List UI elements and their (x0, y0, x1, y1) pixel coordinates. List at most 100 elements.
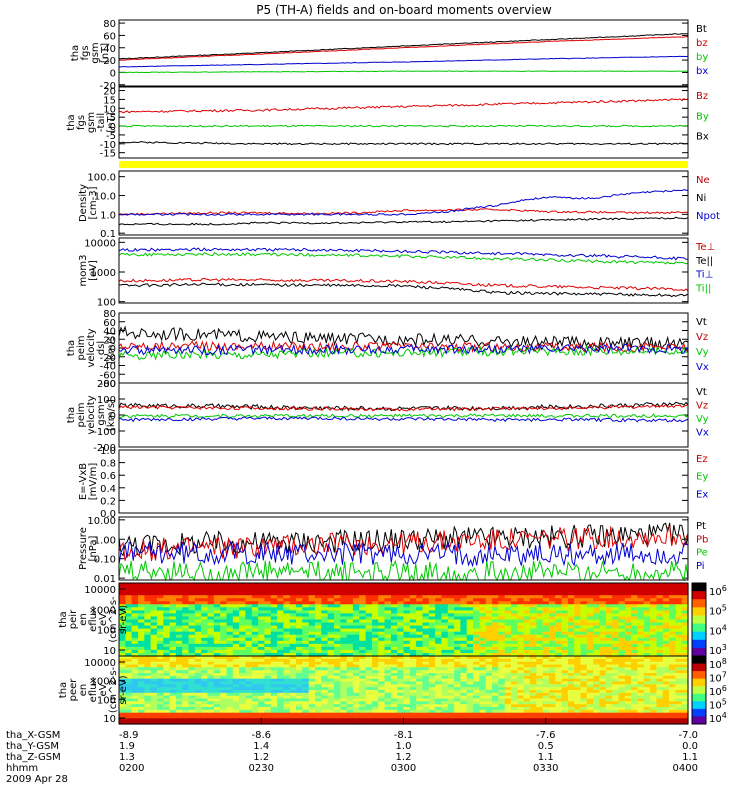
heatmap-cell (650, 625, 657, 630)
heatmap-cell (169, 653, 177, 657)
heatmap-cell (586, 667, 594, 671)
heatmap-cell (390, 661, 398, 666)
heatmap-cell (662, 613, 670, 617)
heatmap-cell (567, 661, 575, 666)
heatmap-cell (156, 634, 164, 639)
heatmap-cell (334, 690, 341, 694)
heatmap-cell (340, 678, 348, 683)
heatmap-cell (397, 616, 405, 621)
heatmap-cell (454, 698, 461, 702)
heatmap-cell (144, 610, 152, 614)
heatmap-cell (340, 622, 348, 627)
heatmap-cell (390, 664, 398, 668)
heatmap-cell (138, 704, 145, 708)
heatmap-cell (517, 610, 525, 614)
heatmap-cell (662, 670, 670, 674)
ytick-label: 20 (103, 335, 116, 346)
heatmap-cell (561, 583, 569, 587)
heatmap-cell (586, 619, 594, 624)
heatmap-cell (511, 598, 518, 602)
heatmap-cell (352, 692, 360, 697)
heatmap-cell (567, 607, 575, 611)
heatmap-cell (163, 613, 171, 617)
heatmap-cell (637, 709, 645, 714)
heatmap-cell (308, 631, 316, 636)
heatmap-cell (409, 586, 417, 590)
heatmap-cell (277, 670, 284, 674)
heatmap-cell (359, 653, 367, 657)
heatmap-cell (188, 619, 196, 624)
heatmap-cell (561, 604, 569, 608)
heatmap-cell (302, 598, 310, 602)
heatmap-cell (144, 658, 152, 663)
heatmap-cell (213, 690, 221, 694)
heatmap-cell (138, 675, 145, 680)
heatmap-cell (511, 643, 518, 648)
heatmap-cell (397, 619, 405, 624)
heatmap-cell (536, 601, 544, 605)
heatmap-cell (220, 667, 228, 671)
heatmap-cell (207, 707, 215, 711)
heatmap-cell (542, 653, 550, 657)
heatmap-cell (567, 681, 575, 685)
heatmap-cell (536, 692, 544, 697)
heatmap-cell (555, 586, 563, 590)
heatmap-cell (441, 607, 449, 611)
heatmap-cell (567, 643, 575, 648)
heatmap-cell (144, 592, 152, 596)
heatmap-cell (529, 598, 537, 602)
heatmap-cell (175, 646, 183, 651)
heatmap-cell (473, 721, 480, 725)
heatmap-cell (669, 718, 676, 722)
heatmap-cell (346, 681, 354, 685)
heatmap-cell (416, 701, 423, 705)
heatmap-cell (270, 681, 278, 685)
heatmap-cell (485, 701, 493, 705)
heatmap-cell (182, 707, 190, 711)
heatmap-cell (340, 712, 348, 717)
heatmap-cell (232, 707, 240, 711)
heatmap-cell (492, 631, 499, 636)
colorbar-tick-label: 107 (709, 671, 727, 685)
heatmap-cell (631, 658, 638, 663)
heatmap-cell (441, 698, 449, 702)
heatmap-cell (416, 664, 423, 668)
heatmap-cell (447, 695, 455, 700)
heatmap-cell (631, 637, 638, 642)
heatmap-cell (542, 690, 550, 694)
heatmap-cell (586, 715, 594, 719)
heatmap-cell (574, 670, 582, 674)
heatmap-cell (416, 707, 423, 711)
heatmap-cell (650, 637, 657, 642)
heatmap-cell (473, 681, 480, 685)
heatmap-cell (637, 692, 645, 697)
heatmap-cell (384, 658, 392, 663)
heatmap-cell (138, 646, 145, 651)
ytick-label: -5 (106, 131, 116, 142)
heatmap-cell (548, 631, 556, 636)
heatmap-cell (277, 646, 284, 651)
heatmap-cell (365, 661, 373, 666)
heatmap-cell (542, 692, 550, 697)
heatmap-cell (555, 622, 563, 627)
heatmap-cell (466, 670, 474, 674)
heatmap-cell (485, 589, 493, 593)
heatmap-cell (403, 640, 411, 645)
heatmap-cell (150, 692, 158, 697)
heatmap-cell (599, 619, 607, 624)
heatmap-cell (371, 667, 379, 671)
heatmap-cell (447, 664, 455, 668)
heatmap-cell (675, 625, 683, 630)
heatmap-cell (119, 658, 126, 663)
heatmap-cell (308, 667, 316, 671)
heatmap-cell (403, 589, 411, 593)
heatmap-cell (637, 664, 645, 668)
heatmap-cell (675, 604, 683, 608)
heatmap-cell (523, 707, 531, 711)
heatmap-cell (504, 701, 512, 705)
heatmap-cell (574, 675, 582, 680)
heatmap-cell (441, 625, 449, 630)
heatmap-cell (681, 613, 689, 617)
heatmap-cell (675, 718, 683, 722)
series-Ti|| (118, 252, 689, 265)
